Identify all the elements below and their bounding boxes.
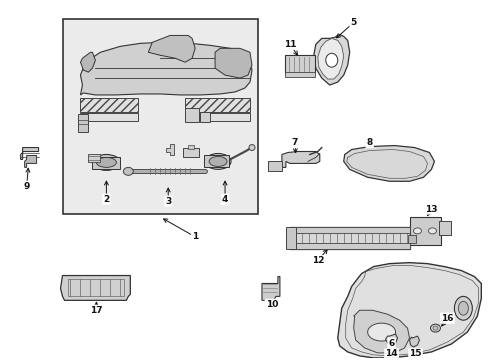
Polygon shape bbox=[24, 156, 37, 167]
Ellipse shape bbox=[248, 145, 254, 150]
Text: 11: 11 bbox=[283, 40, 296, 49]
Bar bbox=[203, 156, 228, 167]
Bar bbox=[407, 235, 415, 243]
Text: 1: 1 bbox=[192, 232, 198, 241]
Text: 17: 17 bbox=[90, 306, 102, 315]
Polygon shape bbox=[20, 148, 39, 159]
Ellipse shape bbox=[453, 296, 471, 320]
Bar bbox=[285, 55, 314, 73]
Bar bbox=[92, 157, 120, 169]
Text: 7: 7 bbox=[291, 138, 297, 147]
Polygon shape bbox=[385, 334, 397, 345]
Polygon shape bbox=[343, 145, 433, 181]
Text: 16: 16 bbox=[440, 314, 453, 323]
Bar bbox=[78, 114, 88, 132]
Polygon shape bbox=[61, 275, 130, 300]
Bar bbox=[408, 217, 441, 245]
Bar bbox=[289, 227, 408, 233]
Text: 5: 5 bbox=[350, 18, 356, 27]
Bar bbox=[285, 227, 295, 249]
Bar bbox=[188, 145, 194, 149]
Polygon shape bbox=[313, 35, 349, 85]
Ellipse shape bbox=[432, 326, 437, 330]
Polygon shape bbox=[262, 276, 279, 300]
Bar bbox=[289, 243, 408, 249]
Text: 4: 4 bbox=[222, 195, 228, 204]
Ellipse shape bbox=[429, 324, 440, 332]
Bar bbox=[67, 279, 124, 296]
Ellipse shape bbox=[367, 323, 395, 341]
Ellipse shape bbox=[92, 154, 120, 170]
Text: 3: 3 bbox=[165, 197, 171, 206]
Polygon shape bbox=[148, 35, 195, 62]
Text: 6: 6 bbox=[387, 338, 394, 347]
Bar bbox=[200, 112, 210, 122]
Bar bbox=[185, 98, 249, 112]
Ellipse shape bbox=[457, 301, 468, 315]
Bar bbox=[285, 72, 314, 77]
Bar bbox=[183, 148, 199, 157]
Ellipse shape bbox=[413, 228, 421, 234]
Text: 2: 2 bbox=[103, 195, 109, 204]
Ellipse shape bbox=[325, 53, 337, 67]
Text: 12: 12 bbox=[311, 256, 324, 265]
Polygon shape bbox=[408, 336, 419, 347]
Bar bbox=[185, 113, 249, 121]
Bar bbox=[81, 98, 138, 112]
Bar bbox=[289, 227, 408, 249]
Polygon shape bbox=[215, 48, 251, 78]
Bar bbox=[267, 161, 281, 171]
Text: 13: 13 bbox=[425, 204, 437, 213]
Bar bbox=[439, 221, 450, 235]
Ellipse shape bbox=[209, 157, 226, 166]
Polygon shape bbox=[81, 42, 251, 95]
Polygon shape bbox=[281, 152, 319, 167]
Text: 8: 8 bbox=[366, 138, 372, 147]
Ellipse shape bbox=[427, 228, 436, 234]
Text: 14: 14 bbox=[385, 350, 397, 359]
Polygon shape bbox=[81, 52, 95, 72]
Bar bbox=[81, 113, 138, 121]
Text: 9: 9 bbox=[23, 182, 30, 191]
Text: 15: 15 bbox=[408, 350, 421, 359]
Polygon shape bbox=[337, 263, 480, 358]
Polygon shape bbox=[166, 144, 174, 156]
Ellipse shape bbox=[96, 157, 116, 167]
Text: 10: 10 bbox=[265, 300, 278, 309]
Bar bbox=[88, 154, 100, 162]
Ellipse shape bbox=[123, 167, 133, 175]
Ellipse shape bbox=[204, 153, 230, 169]
Bar bbox=[62, 19, 258, 214]
Polygon shape bbox=[353, 310, 408, 353]
Polygon shape bbox=[317, 39, 343, 79]
Bar bbox=[185, 108, 199, 122]
